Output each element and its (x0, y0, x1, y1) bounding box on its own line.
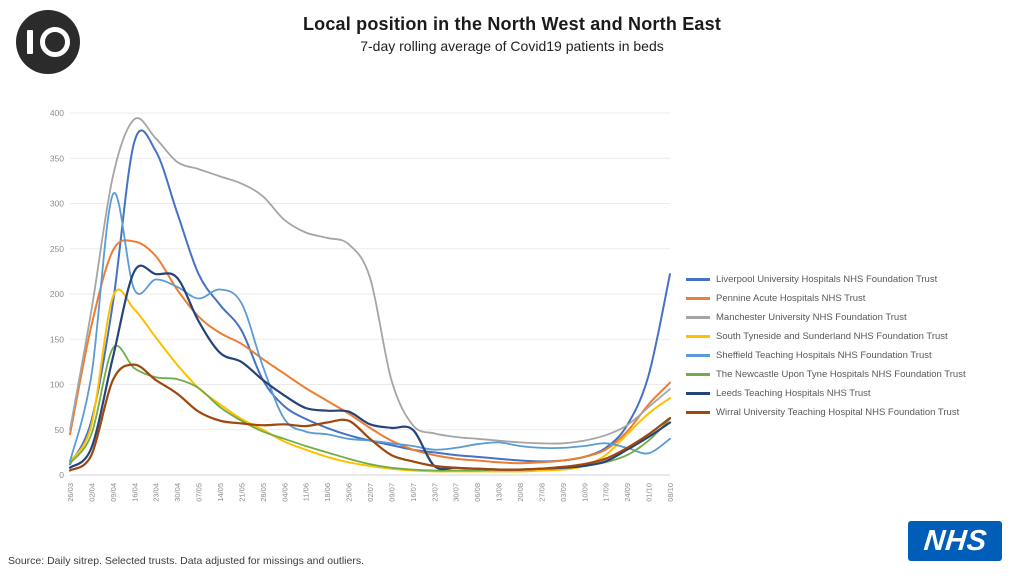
x-axis-label: 01/10 (645, 483, 654, 502)
series-line-manchester-university (69, 117, 671, 445)
x-axis-label: 11/06 (302, 483, 311, 501)
legend-item: Sheffield Teaching Hospitals NHS Foundat… (686, 346, 1006, 365)
y-axis-label: 350 (50, 153, 64, 163)
y-axis-label: 200 (50, 289, 64, 299)
x-axis-label: 03/09 (559, 483, 568, 502)
x-axis-label: 14/05 (216, 483, 225, 502)
x-axis-label: 23/07 (430, 483, 439, 502)
x-axis-label: 27/08 (537, 483, 546, 502)
x-axis-label: 23/04 (152, 483, 161, 502)
series-line-liverpool-university (69, 129, 671, 466)
legend-label: Leeds Teaching Hospitals NHS Trust (716, 388, 871, 399)
x-axis-label: 02/04 (87, 483, 96, 502)
x-axis-label: 21/05 (237, 483, 246, 502)
legend-label: South Tyneside and Sunderland NHS Founda… (716, 331, 948, 342)
x-axis-label: 30/04 (173, 483, 182, 502)
x-axis-label: 10/09 (580, 483, 589, 502)
y-axis-label: 400 (50, 108, 64, 118)
series-line-wirral-university (68, 363, 672, 472)
y-axis-label: 250 (50, 244, 64, 254)
chart-legend: Liverpool University Hospitals NHS Found… (686, 270, 1006, 422)
legend-item: Liverpool University Hospitals NHS Found… (686, 270, 1006, 289)
series-line-the-newcastle (69, 344, 671, 472)
legend-line-swatch-icon (686, 392, 710, 395)
y-axis-label: 100 (50, 380, 64, 390)
nhs-logo-text: NHS (921, 524, 989, 557)
legend-item: The Newcastle Upon Tyne Hospitals NHS Fo… (686, 365, 1006, 384)
badge-one-glyph (26, 30, 33, 54)
legend-item: Pennine Acute Hospitals NHS Trust (686, 289, 1006, 308)
x-axis-label: 28/05 (259, 483, 268, 502)
legend-item: Leeds Teaching Hospitals NHS Trust (686, 384, 1006, 403)
x-axis-label: 07/05 (195, 483, 204, 502)
series-line-pennine-acute (69, 239, 671, 465)
y-axis-label: 300 (50, 199, 64, 209)
legend-line-swatch-icon (686, 354, 710, 357)
legend-line-swatch-icon (686, 411, 710, 414)
legend-item: Manchester University NHS Foundation Tru… (686, 308, 1006, 327)
x-axis-label: 16/07 (409, 483, 418, 502)
x-axis-label: 13/08 (495, 483, 504, 502)
x-axis-label: 06/08 (473, 483, 482, 502)
x-axis-label: 08/10 (666, 483, 675, 502)
x-axis-label: 09/04 (109, 483, 118, 502)
nhs-logo: NHS (908, 521, 1002, 561)
legend-item: South Tyneside and Sunderland NHS Founda… (686, 327, 1006, 346)
source-note: Source: Daily sitrep. Selected trusts. D… (8, 555, 364, 567)
legend-line-swatch-icon (686, 278, 710, 281)
legend-item: Wirral University Teaching Hospital NHS … (686, 403, 1006, 422)
legend-line-swatch-icon (686, 335, 710, 338)
slide-title: Local position in the North West and Nor… (302, 14, 722, 34)
x-axis-label: 16/04 (130, 483, 139, 502)
x-axis-label: 24/09 (623, 483, 632, 502)
x-axis-label: 09/07 (387, 483, 396, 502)
legend-line-swatch-icon (686, 373, 710, 376)
legend-label: Liverpool University Hospitals NHS Found… (716, 274, 938, 285)
legend-line-swatch-icon (686, 297, 710, 300)
legend-label: Wirral University Teaching Hospital NHS … (716, 407, 960, 418)
y-axis-label: 50 (55, 425, 65, 435)
legend-label: The Newcastle Upon Tyne Hospitals NHS Fo… (716, 369, 966, 380)
x-axis-label: 20/08 (516, 483, 525, 502)
slide-subtitle: 7-day rolling average of Covid19 patient… (360, 38, 664, 54)
legend-label: Pennine Acute Hospitals NHS Trust (716, 293, 866, 304)
x-axis-label: 04/06 (280, 483, 289, 502)
x-axis-label: 26/03 (66, 483, 75, 502)
x-axis-label: 30/07 (452, 483, 461, 502)
x-axis-label: 18/06 (323, 483, 332, 502)
legend-label: Manchester University NHS Foundation Tru… (716, 312, 907, 323)
x-axis-label: 25/06 (345, 483, 354, 502)
legend-label: Sheffield Teaching Hospitals NHS Foundat… (716, 350, 932, 361)
x-axis-label: 17/09 (602, 483, 611, 502)
slide-number-badge (16, 10, 80, 74)
chart-area: 0 50 100 150 200 250 300 350 400 26/03 02/04 09/04 1… (38, 90, 688, 518)
series-line-sheffield-teaching (69, 192, 671, 463)
series-line-south-tyneside (69, 288, 671, 473)
badge-zero-glyph (39, 27, 70, 57)
y-axis-label: 150 (50, 334, 64, 344)
y-axis-label: 0 (59, 470, 64, 480)
x-axis-label: 02/07 (366, 483, 375, 502)
covid-line-chart: 0 50 100 150 200 250 300 350 400 26/03 02/04 09/04 1… (50, 108, 675, 502)
legend-line-swatch-icon (686, 316, 710, 319)
title-block: Local position in the North West and Nor… (212, 14, 812, 54)
